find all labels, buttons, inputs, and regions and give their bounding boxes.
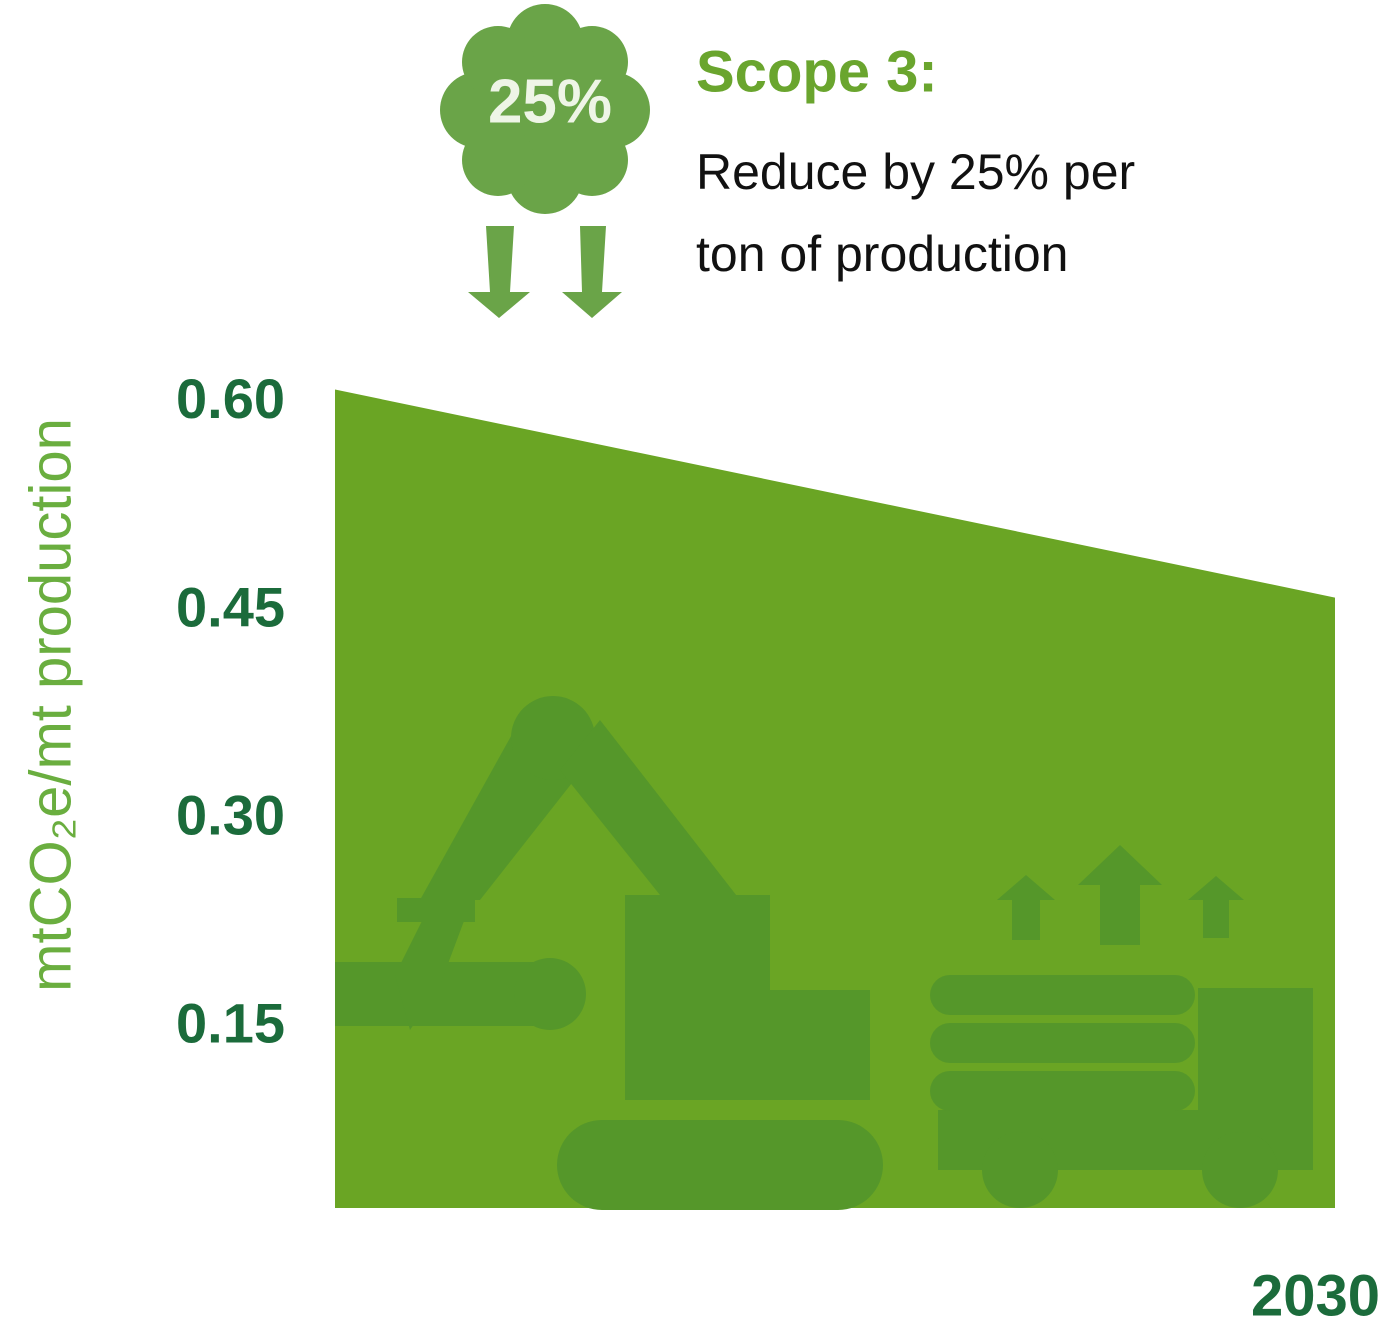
badge-text: 25% xyxy=(488,67,612,136)
y-tick-label: 0.30 xyxy=(176,783,285,846)
y-axis-label: mtCO₂e/mt production xyxy=(18,418,83,992)
subtitle-line: Reduce by 25% per xyxy=(696,144,1135,200)
y-tick-label: 0.15 xyxy=(176,991,285,1054)
badge-cloud xyxy=(440,4,650,214)
x-tick-label: 2030 xyxy=(1251,1263,1380,1328)
y-tick-label: 0.45 xyxy=(176,575,285,638)
title: Scope 3: xyxy=(696,39,938,104)
machinery-icons xyxy=(335,696,1313,1210)
y-tick-label: 0.60 xyxy=(176,367,285,430)
subtitle-line: ton of production xyxy=(696,226,1069,282)
down-arrows xyxy=(468,226,622,318)
